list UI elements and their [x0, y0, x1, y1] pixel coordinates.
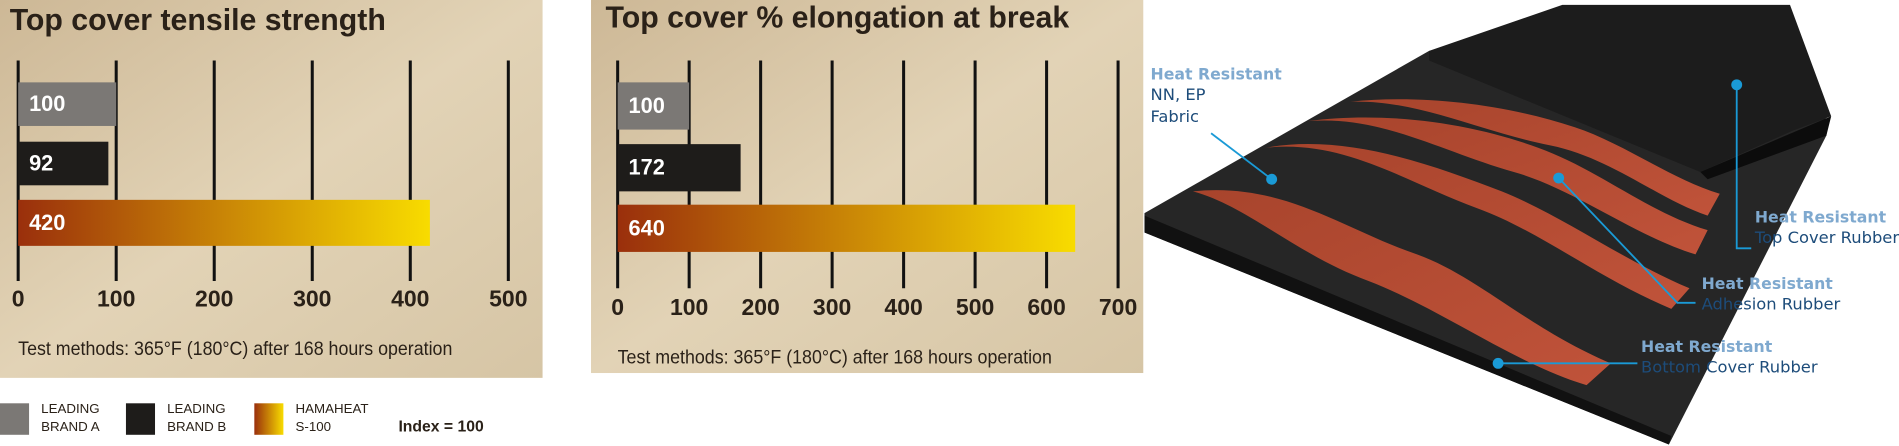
- legend-label: S-100: [296, 419, 332, 434]
- x-tick-label: 200: [741, 294, 779, 320]
- value-label: 92: [29, 150, 53, 175]
- callout-heading: Heat Resistant: [1702, 274, 1834, 293]
- x-tick-label: 400: [884, 294, 922, 320]
- belt-diagram: [1144, 4, 1832, 445]
- legend-label: LEADING: [167, 401, 225, 416]
- callout-heading: Heat Resistant: [1641, 337, 1773, 356]
- chart-title: Top cover tensile strength: [10, 4, 386, 37]
- bar: [18, 141, 109, 186]
- chart-title: Top cover % elongation at break: [606, 1, 1070, 34]
- legend-swatch: [0, 403, 30, 435]
- bar: [18, 82, 117, 126]
- fabric-layer: [1350, 99, 1720, 216]
- fabric-layer: [1265, 143, 1690, 309]
- value-label: 100: [29, 91, 65, 116]
- x-tick-label: 600: [1027, 294, 1065, 320]
- bar: [617, 204, 1076, 252]
- callout-heading: Heat Resistant: [1755, 208, 1887, 227]
- legend-swatch: [125, 403, 156, 435]
- callout-text: Adhesion Rubber: [1702, 295, 1841, 314]
- legend-label: LEADING: [41, 401, 99, 416]
- x-tick-label: 0: [12, 285, 25, 311]
- legend-label: HAMAHEAT: [296, 401, 369, 416]
- callout-text: Top Cover Rubber: [1754, 228, 1899, 247]
- value-label: 172: [629, 155, 665, 180]
- x-tick-label: 300: [293, 285, 331, 311]
- legend-note: Index = 100: [398, 419, 484, 436]
- x-tick-label: 100: [97, 285, 135, 311]
- x-tick-label: 200: [195, 285, 233, 311]
- value-label: 640: [629, 215, 665, 240]
- legend-swatch: [254, 403, 284, 435]
- x-tick-label: 700: [1099, 294, 1137, 320]
- callout-text: NN, EP: [1151, 85, 1206, 104]
- x-tick-label: 100: [670, 294, 708, 320]
- callout-text: Bottom Cover Rubber: [1641, 358, 1818, 377]
- fabric-layer: [1192, 190, 1611, 386]
- value-label: 420: [29, 210, 65, 235]
- bar: [18, 199, 430, 246]
- chart-note: Test methods: 365°F (180°C) after 168 ho…: [618, 346, 1052, 368]
- x-tick-label: 500: [489, 285, 527, 311]
- value-label: 100: [629, 93, 665, 118]
- callout-text: Fabric: [1151, 107, 1200, 126]
- legend-label: BRAND B: [167, 419, 226, 434]
- fabric-layer: [1307, 117, 1708, 255]
- callout-heading: Heat Resistant: [1151, 65, 1283, 84]
- x-tick-label: 0: [611, 294, 624, 320]
- legend-label: BRAND A: [41, 419, 100, 434]
- x-tick-label: 400: [391, 285, 429, 311]
- bar: [617, 144, 741, 192]
- chart-note: Test methods: 365°F (180°C) after 168 ho…: [18, 337, 452, 359]
- x-tick-label: 500: [956, 294, 994, 320]
- x-tick-label: 300: [813, 294, 851, 320]
- bar: [617, 82, 690, 130]
- panel-bg: [0, 0, 543, 378]
